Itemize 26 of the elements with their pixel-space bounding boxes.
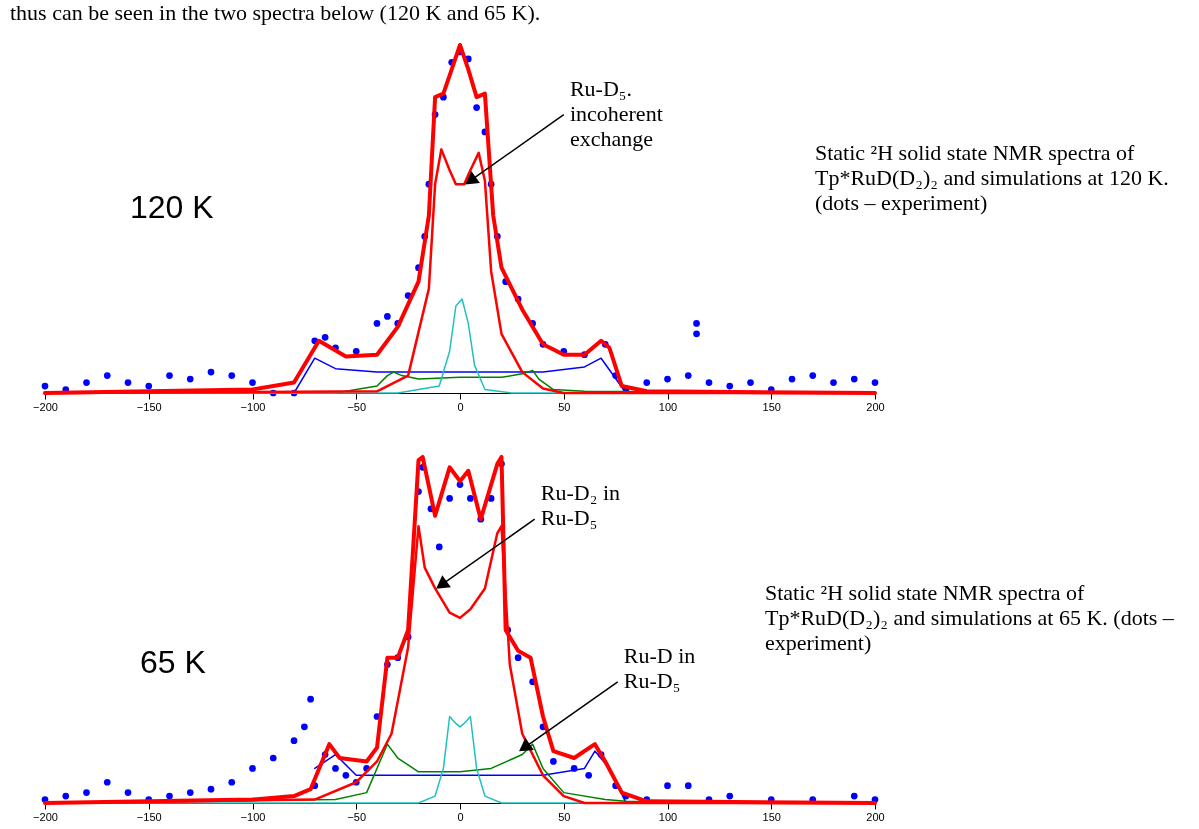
x-tick-label: −150 xyxy=(136,810,162,823)
x-tick-label: −100 xyxy=(240,810,266,823)
x-tick-label: −100 xyxy=(240,400,266,413)
annotation: Ru-D₂ in Ru-D₅ xyxy=(540,480,621,531)
annotation: Ru-D in Ru-D₅ xyxy=(623,643,696,694)
x-tick-label: 150 xyxy=(762,400,781,413)
x-tick-label: 50 xyxy=(558,810,571,823)
x-tick-label: 50 xyxy=(558,400,571,413)
x-tick-label: 150 xyxy=(762,810,781,823)
annotation: 65 K xyxy=(140,644,207,680)
annotation: Ru-D₅. incoherent exchange xyxy=(569,75,663,151)
x-tick-label: 0 xyxy=(457,810,464,823)
annotation: Static ²H solid state NMR spectra of Tp*RuD(D₂)₂ and simulations at 120 K. (dots – experiment) xyxy=(815,140,1170,215)
x-tick-label: −50 xyxy=(347,810,367,823)
x-tick-label: −200 xyxy=(33,810,58,823)
x-tick-label: −150 xyxy=(136,400,162,413)
x-tick-label: 0 xyxy=(457,400,464,413)
x-tick-label: −50 xyxy=(347,400,367,413)
annotation: Static ²H solid state NMR spectra of Tp*RuD(D₂)₂ and simulations at 65 K. (dots – experiment) xyxy=(765,580,1175,655)
x-tick-label: 100 xyxy=(658,400,678,413)
x-tick-label: 200 xyxy=(866,400,885,413)
x-tick-label: −200 xyxy=(33,400,58,413)
annotation: 120 K xyxy=(130,189,215,225)
x-tick-label: 100 xyxy=(658,810,678,823)
text: thus can be seen in the two spectra below (120 K and 65 K). xyxy=(10,0,542,25)
x-tick-label: 200 xyxy=(866,810,885,823)
